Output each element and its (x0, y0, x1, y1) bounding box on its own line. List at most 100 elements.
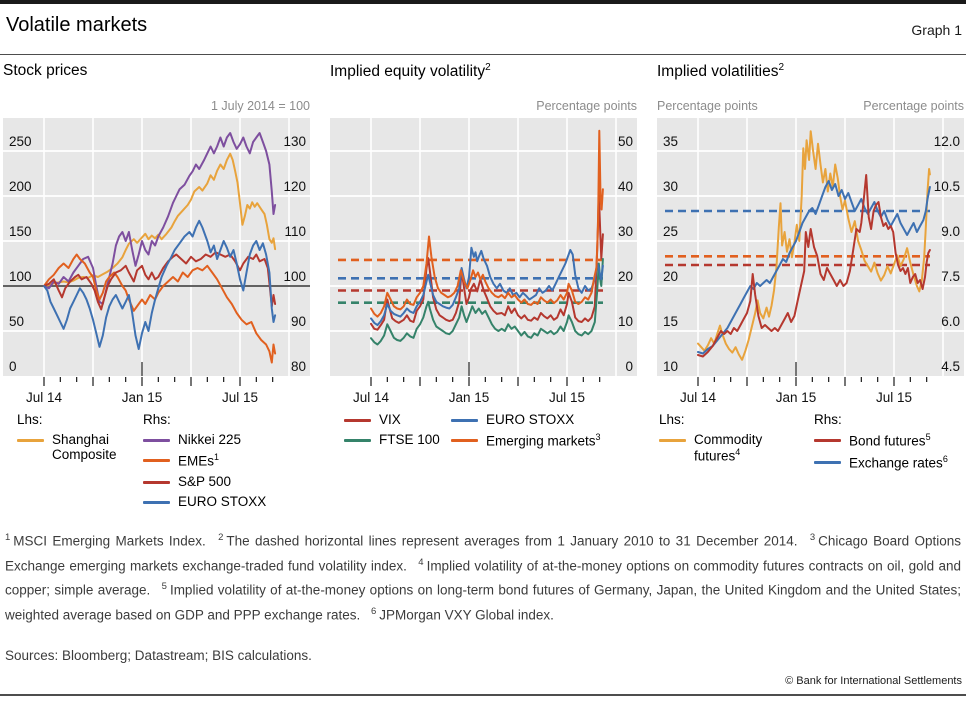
series-shanghai-composite (43, 152, 277, 287)
legend-label: Bond futures5 (849, 432, 931, 449)
x-axis-label: Jan 15 (122, 390, 163, 405)
footnotes: 1 MSCI Emerging Markets Index. 2 The dashe… (5, 532, 961, 622)
axis-unit-labels: 1 July 2014 = 100 (3, 92, 310, 118)
series-bond-futures (697, 174, 931, 358)
legend-swatch-blue (143, 500, 170, 504)
right-axis-tick: 30 (618, 224, 633, 239)
left-axis-tick: 30 (663, 179, 678, 194)
legend: Lhs: Shanghai Composite Rhs: Nikkei 225 EMEs… (3, 412, 310, 514)
left-axis-tick: 50 (9, 314, 24, 329)
unit-left-label: Percentage points (657, 99, 758, 113)
axis-unit-labels: Percentage points (330, 92, 637, 118)
right-axis-tick: 90 (291, 314, 306, 329)
legend-swatch-orange (143, 459, 170, 462)
legend-label: VIX (379, 412, 401, 427)
legend-label: EMEs1 (178, 452, 220, 469)
sources-line: Sources: Bloomberg; Datastream; BIS calc… (5, 648, 312, 663)
left-axis-tick: 0 (9, 359, 17, 374)
legend-scale-header: Lhs: (659, 412, 685, 427)
series-euro-stoxx (43, 219, 277, 350)
left-axis-tick: 250 (9, 134, 32, 149)
legend-item-commodity-futures: Commodity futures4 (659, 432, 814, 464)
left-axis-tick: 150 (9, 224, 32, 239)
legend-item-euro-stoxx: EURO STOXX (143, 494, 266, 509)
panel-implied-equity-volatility: Implied equity volatility2 Percentage poi… (330, 62, 637, 454)
x-axis-label: Jan 15 (776, 390, 817, 405)
panel-title: Stock prices (3, 62, 88, 79)
left-axis-tick: 200 (9, 179, 32, 194)
unit-right-label: Percentage points (863, 99, 964, 113)
right-axis-tick: 7.5 (941, 269, 960, 284)
legend-swatch-yellow (17, 439, 44, 442)
x-axis-label: Jan 15 (449, 390, 490, 405)
legend-label: Emerging markets3 (486, 432, 601, 449)
right-axis-tick: 130 (283, 134, 306, 149)
right-axis-tick: 12.0 (934, 134, 960, 149)
right-axis-tick: 6.0 (941, 314, 960, 329)
legend-swatch-red (344, 419, 371, 422)
legend-label: EURO STOXX (178, 493, 267, 509)
legend-item-vix: VIX (344, 412, 451, 427)
panel-implied-volatilities: Implied volatilities2 Percentage points Pe… (657, 62, 964, 475)
panel-stock-prices: Stock prices 1 July 2014 = 100 0 50 100 150 20… (3, 62, 310, 514)
series-s-p-500 (43, 251, 277, 311)
legend-label: Exchange rates6 (849, 453, 948, 471)
panel-chart: 10 15 20 25 30 35 4.5 6.0 7.5 9.0 10.5 12.0 Jul 14 Ja… (657, 118, 964, 405)
legend-swatch-red (143, 480, 170, 484)
right-axis-tick: 0 (625, 359, 633, 374)
legend-item-nikkei-225: Nikkei 225 (143, 432, 266, 447)
panel-title: Implied volatilities2 (657, 62, 785, 81)
right-axis-tick: 10.5 (934, 179, 960, 194)
series-commodity-futures (697, 130, 931, 361)
legend-item-emes: EMEs1 (143, 452, 266, 469)
title-divider (0, 54, 966, 55)
legend: Lhs: Commodity futures4 Rhs: Bond futures5 E… (657, 412, 964, 475)
panel-chart: 0 50 100 150 200 250 80 90 100 110 120 130 Jul 14 Jan… (3, 118, 310, 405)
page-title: Volatile markets (6, 14, 148, 36)
x-axis-label: Jul 15 (549, 390, 585, 405)
legend-swatch-orange (451, 439, 478, 442)
right-axis-tick: 120 (283, 179, 306, 194)
legend-label: Shanghai Composite (52, 432, 117, 462)
legend-label: FTSE 100 (379, 432, 440, 447)
series-ftse-100 (370, 258, 604, 346)
legend-label: EURO STOXX (486, 412, 575, 427)
series-vix (370, 191, 604, 331)
series-nikkei-225 (43, 132, 277, 305)
left-axis-tick: 10 (663, 359, 678, 374)
series-exchange-rates (697, 180, 931, 355)
legend-label: S&P 500 (178, 473, 232, 489)
series-emerging-markets (370, 129, 604, 318)
series-euro-stoxx (370, 246, 604, 327)
right-axis-tick: 80 (291, 359, 306, 374)
right-axis-tick: 110 (284, 224, 306, 239)
panel-chart: 0 10 20 30 40 50 Jul 14 Jan 15 Jul 15 (330, 118, 637, 405)
right-axis-tick: 20 (618, 269, 633, 284)
legend-swatch-purple (143, 439, 170, 442)
legend-swatch-red (814, 439, 841, 442)
right-axis-tick: 50 (618, 134, 633, 149)
unit-right-label: 1 July 2014 = 100 (210, 99, 310, 113)
axis-unit-labels: Percentage points Percentage points (657, 92, 964, 118)
legend-item-s-p-500: S&P 500 (143, 474, 266, 489)
legend-item-shanghai-composite: Shanghai Composite (17, 432, 143, 462)
legend-label: Nikkei 225 (178, 432, 242, 447)
right-axis-tick: 100 (283, 269, 306, 284)
left-axis-tick: 25 (663, 224, 678, 239)
left-axis-tick: 20 (663, 269, 678, 284)
legend-item-ftse-100: FTSE 100 (344, 432, 451, 447)
right-axis-tick: 40 (618, 179, 633, 194)
legend-scale-header: Lhs: (17, 412, 43, 427)
legend: VIX FTSE 100 EURO STOXX Emerging markets3 (330, 412, 637, 454)
right-axis-tick: 9.0 (941, 224, 960, 239)
right-axis-tick: 4.5 (941, 359, 960, 374)
unit-right-label: Percentage points (536, 99, 637, 113)
left-axis-tick: 35 (663, 134, 678, 149)
legend-swatch-green (344, 439, 371, 442)
right-axis-tick: 10 (618, 314, 633, 329)
legend-item-exchange-rates: Exchange rates6 (814, 453, 948, 471)
x-axis-label: Jul 14 (353, 390, 390, 405)
bottom-divider (0, 694, 966, 696)
legend-item-euro-stoxx: EURO STOXX (451, 412, 601, 427)
legend-item-bond-futures: Bond futures5 (814, 432, 948, 449)
